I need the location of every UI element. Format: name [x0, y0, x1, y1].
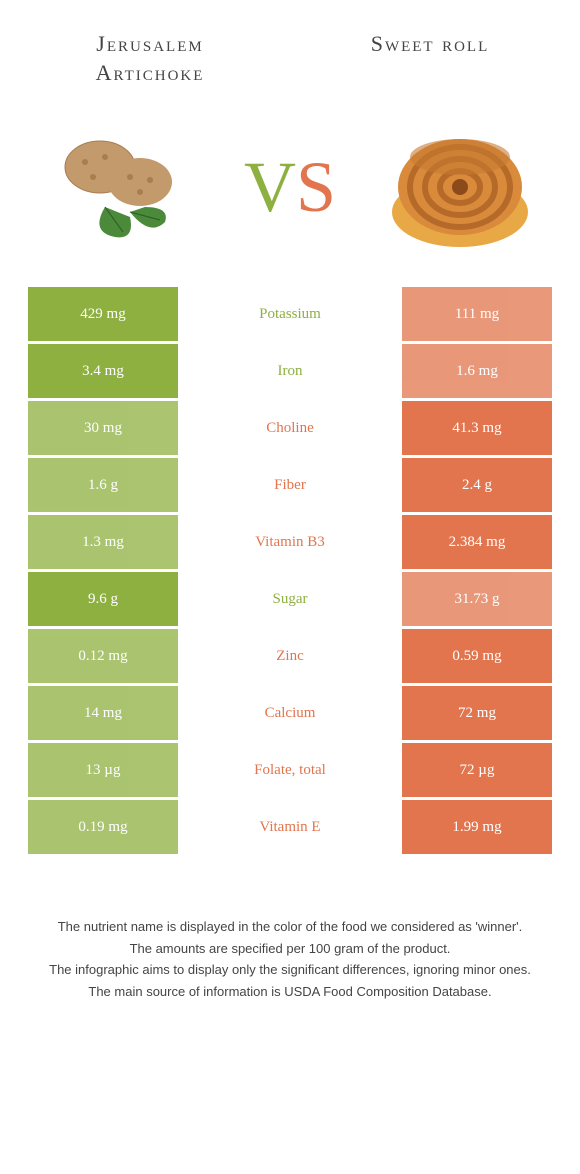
nutrient-name: Zinc — [178, 629, 402, 683]
value-left: 13 µg — [28, 743, 178, 797]
table-row: 0.12 mgZinc0.59 mg — [28, 629, 552, 683]
value-right: 41.3 mg — [402, 401, 552, 455]
table-row: 14 mgCalcium72 mg — [28, 686, 552, 740]
title-right: Sweet roll — [320, 30, 540, 87]
value-right: 2.384 mg — [402, 515, 552, 569]
value-right: 2.4 g — [402, 458, 552, 512]
footnote-line: The main source of information is USDA F… — [40, 982, 540, 1002]
nutrient-name: Folate, total — [178, 743, 402, 797]
value-left: 9.6 g — [28, 572, 178, 626]
value-right: 111 mg — [402, 287, 552, 341]
table-row: 1.3 mgVitamin B32.384 mg — [28, 515, 552, 569]
nutrient-name: Vitamin E — [178, 800, 402, 854]
value-left: 14 mg — [28, 686, 178, 740]
value-right: 1.6 mg — [402, 344, 552, 398]
table-row: 429 mgPotassium111 mg — [28, 287, 552, 341]
nutrient-name: Calcium — [178, 686, 402, 740]
food-image-right — [380, 117, 540, 257]
footnote-line: The amounts are specified per 100 gram o… — [40, 939, 540, 959]
nutrient-name: Vitamin B3 — [178, 515, 402, 569]
value-right: 72 mg — [402, 686, 552, 740]
nutrient-name: Fiber — [178, 458, 402, 512]
value-right: 72 µg — [402, 743, 552, 797]
vs-label: VS — [244, 146, 336, 229]
table-row: 13 µgFolate, total72 µg — [28, 743, 552, 797]
table-row: 1.6 gFiber2.4 g — [28, 458, 552, 512]
vs-v: V — [244, 147, 296, 227]
table-row: 0.19 mgVitamin E1.99 mg — [28, 800, 552, 854]
footnote-line: The nutrient name is displayed in the co… — [40, 917, 540, 937]
value-left: 0.19 mg — [28, 800, 178, 854]
value-left: 3.4 mg — [28, 344, 178, 398]
footnote-line: The infographic aims to display only the… — [40, 960, 540, 980]
comparison-table: 429 mgPotassium111 mg3.4 mgIron1.6 mg30 … — [0, 287, 580, 854]
hero-row: VS — [0, 97, 580, 287]
food-image-left — [40, 117, 200, 257]
nutrient-name: Sugar — [178, 572, 402, 626]
vs-s: S — [296, 147, 336, 227]
title-left: Jerusalem Artichoke — [40, 30, 260, 87]
nutrient-name: Iron — [178, 344, 402, 398]
value-right: 31.73 g — [402, 572, 552, 626]
nutrient-name: Potassium — [178, 287, 402, 341]
value-left: 1.6 g — [28, 458, 178, 512]
value-right: 0.59 mg — [402, 629, 552, 683]
table-row: 9.6 gSugar31.73 g — [28, 572, 552, 626]
table-row: 30 mgCholine41.3 mg — [28, 401, 552, 455]
value-left: 1.3 mg — [28, 515, 178, 569]
table-row: 3.4 mgIron1.6 mg — [28, 344, 552, 398]
footnotes: The nutrient name is displayed in the co… — [0, 857, 580, 1001]
nutrient-name: Choline — [178, 401, 402, 455]
value-left: 30 mg — [28, 401, 178, 455]
value-left: 429 mg — [28, 287, 178, 341]
value-right: 1.99 mg — [402, 800, 552, 854]
value-left: 0.12 mg — [28, 629, 178, 683]
title-row: Jerusalem Artichoke Sweet roll — [0, 0, 580, 97]
